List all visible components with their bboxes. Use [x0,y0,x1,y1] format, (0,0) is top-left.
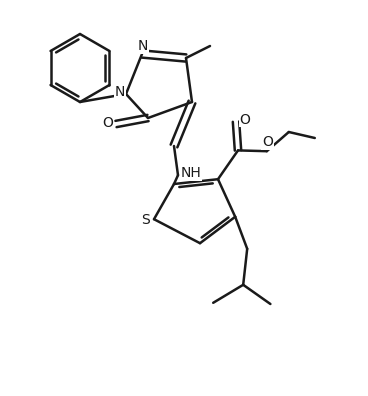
Text: O: O [103,116,113,130]
Text: O: O [262,135,273,149]
Text: O: O [239,112,250,127]
Text: N: N [138,39,148,53]
Text: NH: NH [180,166,201,180]
Text: N: N [115,85,125,99]
Text: S: S [141,213,149,227]
